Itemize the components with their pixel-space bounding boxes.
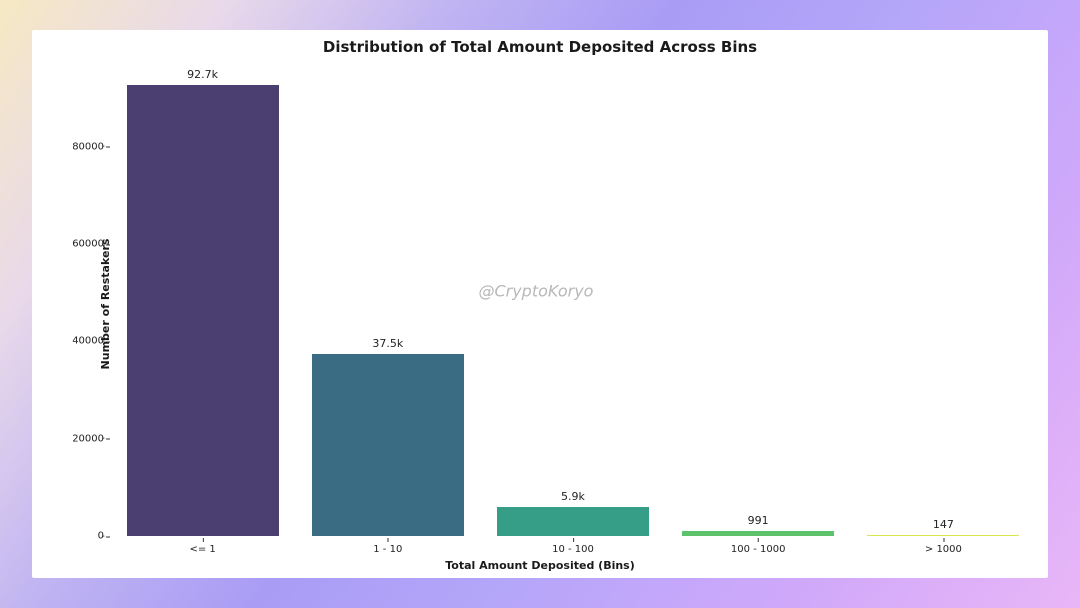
x-tick: 100 - 1000 xyxy=(731,544,786,555)
bar: 991 xyxy=(682,531,834,536)
bar-slot: 147> 1000 xyxy=(851,64,1036,536)
chart-title: Distribution of Total Amount Deposited A… xyxy=(32,38,1048,56)
y-tick: 40000- xyxy=(66,336,104,347)
x-tick: <= 1 xyxy=(189,544,215,555)
plot-area: @CryptoKoryo 92.7k<= 137.5k1 - 105.9k10 … xyxy=(110,64,1036,536)
x-tick: 1 - 10 xyxy=(373,544,402,555)
bar: 5.9k xyxy=(497,507,649,536)
x-tick: > 1000 xyxy=(925,544,962,555)
bar-slot: 5.9k10 - 100 xyxy=(480,64,665,536)
bar: 92.7k xyxy=(127,85,279,536)
bar-value-label: 5.9k xyxy=(561,490,585,503)
bars-layer: 92.7k<= 137.5k1 - 105.9k10 - 100991100 -… xyxy=(110,64,1036,536)
bar-value-label: 991 xyxy=(748,514,769,527)
x-tick: 10 - 100 xyxy=(552,544,594,555)
bar-value-label: 147 xyxy=(933,518,954,531)
chart-card: Distribution of Total Amount Deposited A… xyxy=(32,30,1048,578)
y-tick: 60000- xyxy=(66,239,104,250)
bar-slot: 37.5k1 - 10 xyxy=(295,64,480,536)
y-tick: 0- xyxy=(66,531,104,542)
bar-slot: 92.7k<= 1 xyxy=(110,64,295,536)
y-tick: 20000- xyxy=(66,433,104,444)
bar: 147 xyxy=(867,535,1019,536)
bar-slot: 991100 - 1000 xyxy=(666,64,851,536)
bar: 37.5k xyxy=(312,354,464,536)
bar-value-label: 37.5k xyxy=(372,337,403,350)
bar-value-label: 92.7k xyxy=(187,68,218,81)
x-axis-label: Total Amount Deposited (Bins) xyxy=(32,559,1048,572)
y-tick: 80000- xyxy=(66,141,104,152)
